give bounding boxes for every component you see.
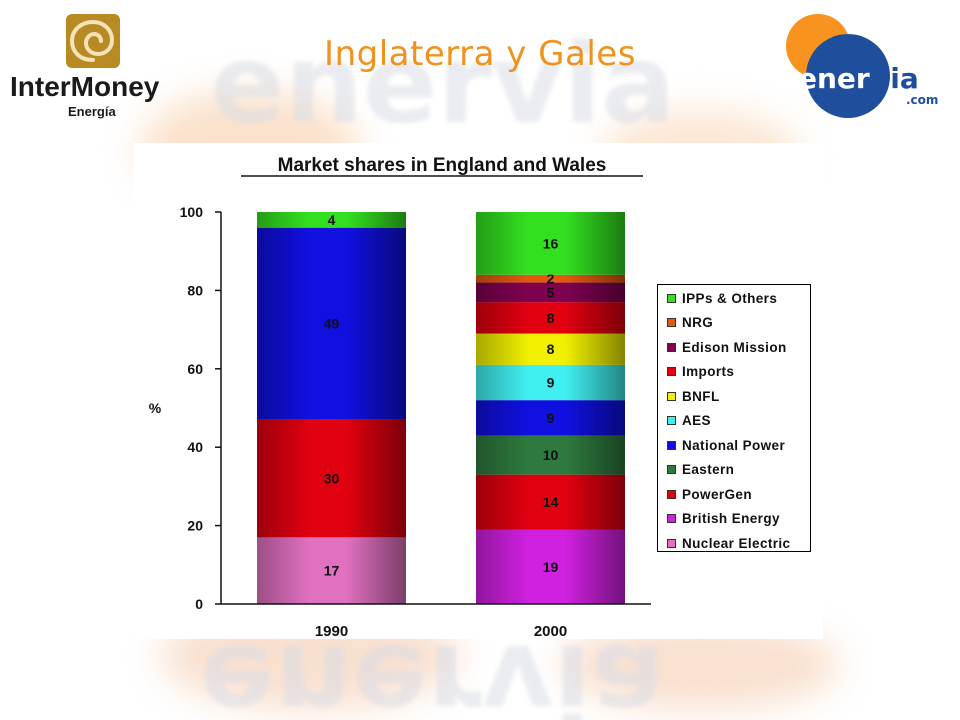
- chart-title: Market shares in England and Wales: [278, 155, 607, 176]
- legend-swatch-bnfl: [667, 391, 676, 401]
- enervia-logo-part2: via: [872, 62, 919, 95]
- intermoney-logo-sub: Energía: [68, 104, 116, 119]
- legend-swatch-british-energy: [667, 514, 676, 523]
- bar-shade-1990-nuclear-electric: [257, 537, 406, 604]
- intermoney-logo: InterMoney Energía: [8, 12, 188, 122]
- legend-item-edison-mission: Edison Mission: [667, 338, 787, 356]
- bar-shade-2000-imports: [476, 302, 625, 334]
- legend-swatch-aes: [667, 416, 676, 425]
- bar-shade-1990-powergen: [257, 419, 406, 538]
- legend-label-nrg: NRG: [682, 315, 714, 330]
- slide-title: Inglaterra y Gales: [324, 34, 636, 74]
- legend-swatch-national-power: [667, 440, 676, 450]
- legend-label-ipps-others: IPPs & Others: [682, 290, 778, 306]
- y-tick-label-80: 80: [187, 282, 203, 298]
- legend-item-british-energy: British Energy: [667, 510, 780, 528]
- data-label-2000-edison-mission: 5: [547, 284, 555, 300]
- bar-shade-2000-eastern: [476, 435, 625, 475]
- bar-shade-2000-aes: [476, 364, 625, 401]
- legend-label-eastern: Eastern: [682, 462, 735, 477]
- legend-label-national-power: National Power: [682, 437, 786, 453]
- market-share-chart: Market shares in England and Wales 17 30 4…: [149, 155, 651, 639]
- axes-group: 1990 2000 0 20 40 60 80 100: [180, 204, 651, 639]
- legend-swatch-imports: [667, 367, 676, 376]
- legend-label-nuclear-electric: Nuclear Electric: [682, 535, 791, 551]
- legend-item-national-power: National Power: [667, 436, 785, 454]
- intermoney-logo-name: InterMoney: [10, 71, 160, 102]
- enervia-logo-suffix: .com: [906, 93, 938, 107]
- data-label-1990-nuclear-electric: 17: [324, 563, 340, 579]
- y-tick-label-20: 20: [187, 518, 203, 534]
- legend-swatch-nuclear-electric: [667, 538, 676, 548]
- data-label-2000-nrg: 2: [547, 271, 555, 287]
- legend-swatch-eastern: [667, 465, 676, 474]
- data-label-2000-bnfl: 8: [547, 341, 555, 357]
- spiral-icon: [69, 19, 115, 62]
- enervia-logo-blue-circle: [806, 34, 890, 118]
- legend-label-imports: Imports: [682, 364, 735, 379]
- legend-swatch-ipps-others: [667, 293, 676, 303]
- enervia-logo: ener via .com: [768, 14, 948, 119]
- bar-shade-1990-national-power: [257, 227, 406, 420]
- data-label-1990-national-power: 49: [324, 316, 340, 332]
- legend-item-ipps-others: IPPs & Others: [667, 289, 777, 307]
- legend-item-aes: AES: [667, 412, 711, 430]
- bar-shade-2000-edison-mission: [476, 282, 625, 303]
- legend-label-bnfl: BNFL: [682, 388, 720, 404]
- bar-shade-2000-national-power: [476, 400, 625, 436]
- legend-label-edison-mission: Edison Mission: [682, 339, 787, 355]
- y-axis-label: %: [149, 400, 162, 416]
- chart-legend: IPPs & Others NRG Edison Mission Imports BNF…: [657, 284, 811, 552]
- y-tick-label-60: 60: [187, 361, 203, 377]
- legend-item-nrg: NRG: [667, 314, 713, 332]
- data-label-2000-powergen: 14: [543, 494, 559, 510]
- bar-shade-1990-ipps-others: [257, 212, 406, 228]
- legend-swatch-nrg: [667, 318, 676, 327]
- legend-item-nuclear-electric: Nuclear Electric: [667, 534, 790, 552]
- bar-shade-2000-bnfl: [476, 333, 625, 365]
- legend-item-bnfl: BNFL: [667, 387, 720, 405]
- data-label-1990-powergen: 30: [324, 471, 340, 487]
- data-label-2000-imports: 8: [547, 310, 555, 326]
- y-tick-label-40: 40: [187, 439, 203, 455]
- x-tick-label-1990: 1990: [315, 623, 348, 639]
- enervia-logo-part1: ener: [798, 62, 870, 95]
- legend-swatch-powergen: [667, 489, 676, 499]
- bar-shade-2000-powergen: [476, 474, 625, 530]
- data-label-2000-ipps-others: 16: [543, 235, 559, 251]
- x-tick-label-2000: 2000: [534, 623, 567, 639]
- legend-swatch-edison-mission: [667, 342, 676, 352]
- background-watermark-text: enervia: [210, 20, 676, 148]
- legend-item-eastern: Eastern: [667, 461, 734, 479]
- data-label-2000-eastern: 10: [543, 447, 559, 463]
- legend-label-powergen: PowerGen: [682, 486, 752, 502]
- chart-panel: Market shares in England and Wales 17 30 4…: [133, 143, 823, 639]
- legend-item-powergen: PowerGen: [667, 485, 752, 503]
- y-tick-label-100: 100: [180, 204, 204, 220]
- bar-shade-2000-nrg: [476, 274, 625, 283]
- y-tick-label-0: 0: [195, 596, 203, 612]
- bar-shade-2000-ipps-others: [476, 212, 625, 275]
- bar-shade-2000-british-energy: [476, 529, 625, 604]
- legend-label-british-energy: British Energy: [682, 511, 780, 526]
- data-label-2000-aes: 9: [547, 375, 555, 391]
- legend-label-aes: AES: [682, 413, 711, 428]
- legend-item-imports: Imports: [667, 363, 734, 381]
- data-label-2000-national-power: 9: [547, 410, 555, 426]
- data-label-1990-ipps-others: 4: [328, 212, 336, 228]
- data-label-2000-british-energy: 19: [543, 559, 559, 575]
